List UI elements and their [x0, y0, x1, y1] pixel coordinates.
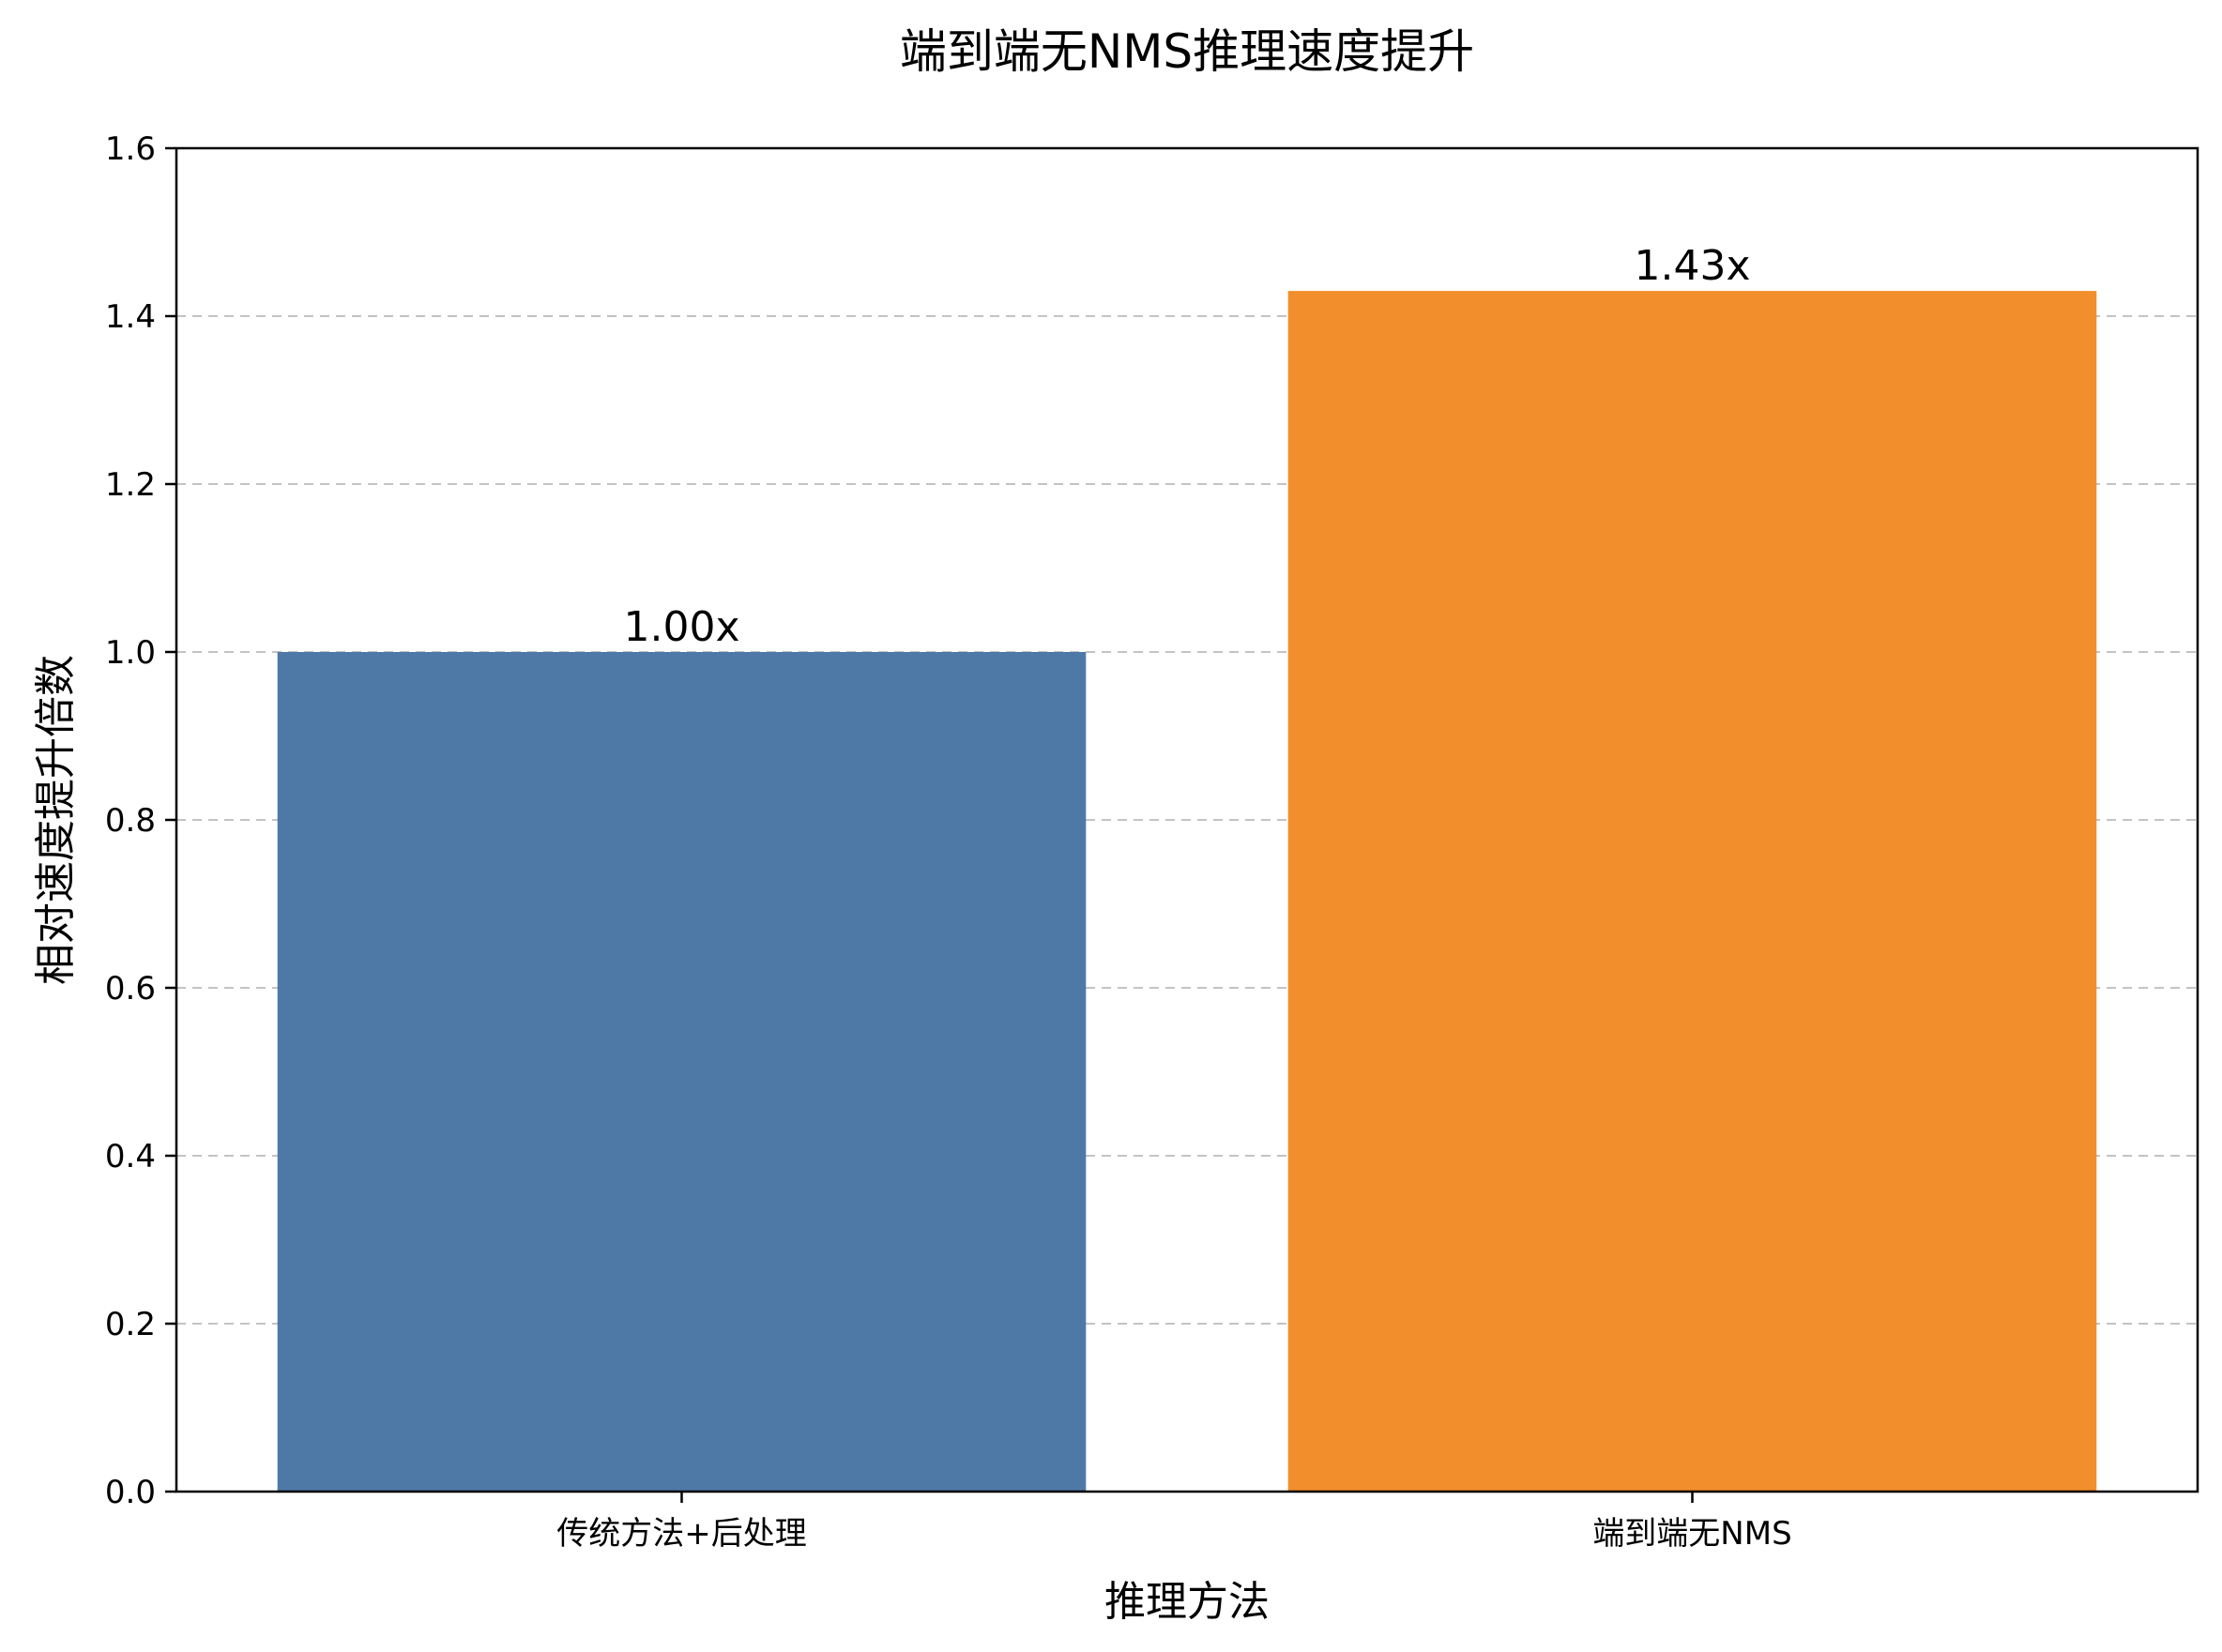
- x-axis-ticks: 传统方法+后处理 端到端无NMS: [556, 1492, 1792, 1553]
- y-tick-label: 1.0: [105, 634, 156, 672]
- bar-value-label: 1.00x: [623, 603, 739, 651]
- y-axis-label: 相对速度提升倍数: [32, 655, 80, 985]
- bar: [1287, 291, 2097, 1492]
- bar-value-labels: 1.00x 1.43x: [623, 242, 1750, 651]
- x-tick-label: 端到端无NMS: [1592, 1515, 1791, 1553]
- y-tick-label: 1.2: [105, 466, 156, 504]
- x-axis-label: 推理方法: [1104, 1578, 1270, 1626]
- x-tick-label: 传统方法+后处理: [556, 1515, 807, 1553]
- bars: [277, 291, 2097, 1492]
- y-tick-label: 0.2: [105, 1306, 156, 1343]
- y-tick-label: 1.6: [105, 130, 156, 168]
- y-tick-label: 0.0: [105, 1474, 156, 1511]
- chart-title: 端到端无NMS推理速度提升: [900, 24, 1474, 79]
- y-axis-ticks: 0.0 0.2 0.4 0.6 0.8 1.0 1.2 1.4 1.6: [105, 130, 176, 1511]
- bar: [277, 652, 1087, 1492]
- bar-value-label: 1.43x: [1634, 242, 1750, 290]
- y-tick-label: 1.4: [105, 298, 156, 336]
- y-tick-label: 0.6: [105, 970, 156, 1008]
- y-tick-label: 0.8: [105, 802, 156, 840]
- y-tick-label: 0.4: [105, 1138, 156, 1175]
